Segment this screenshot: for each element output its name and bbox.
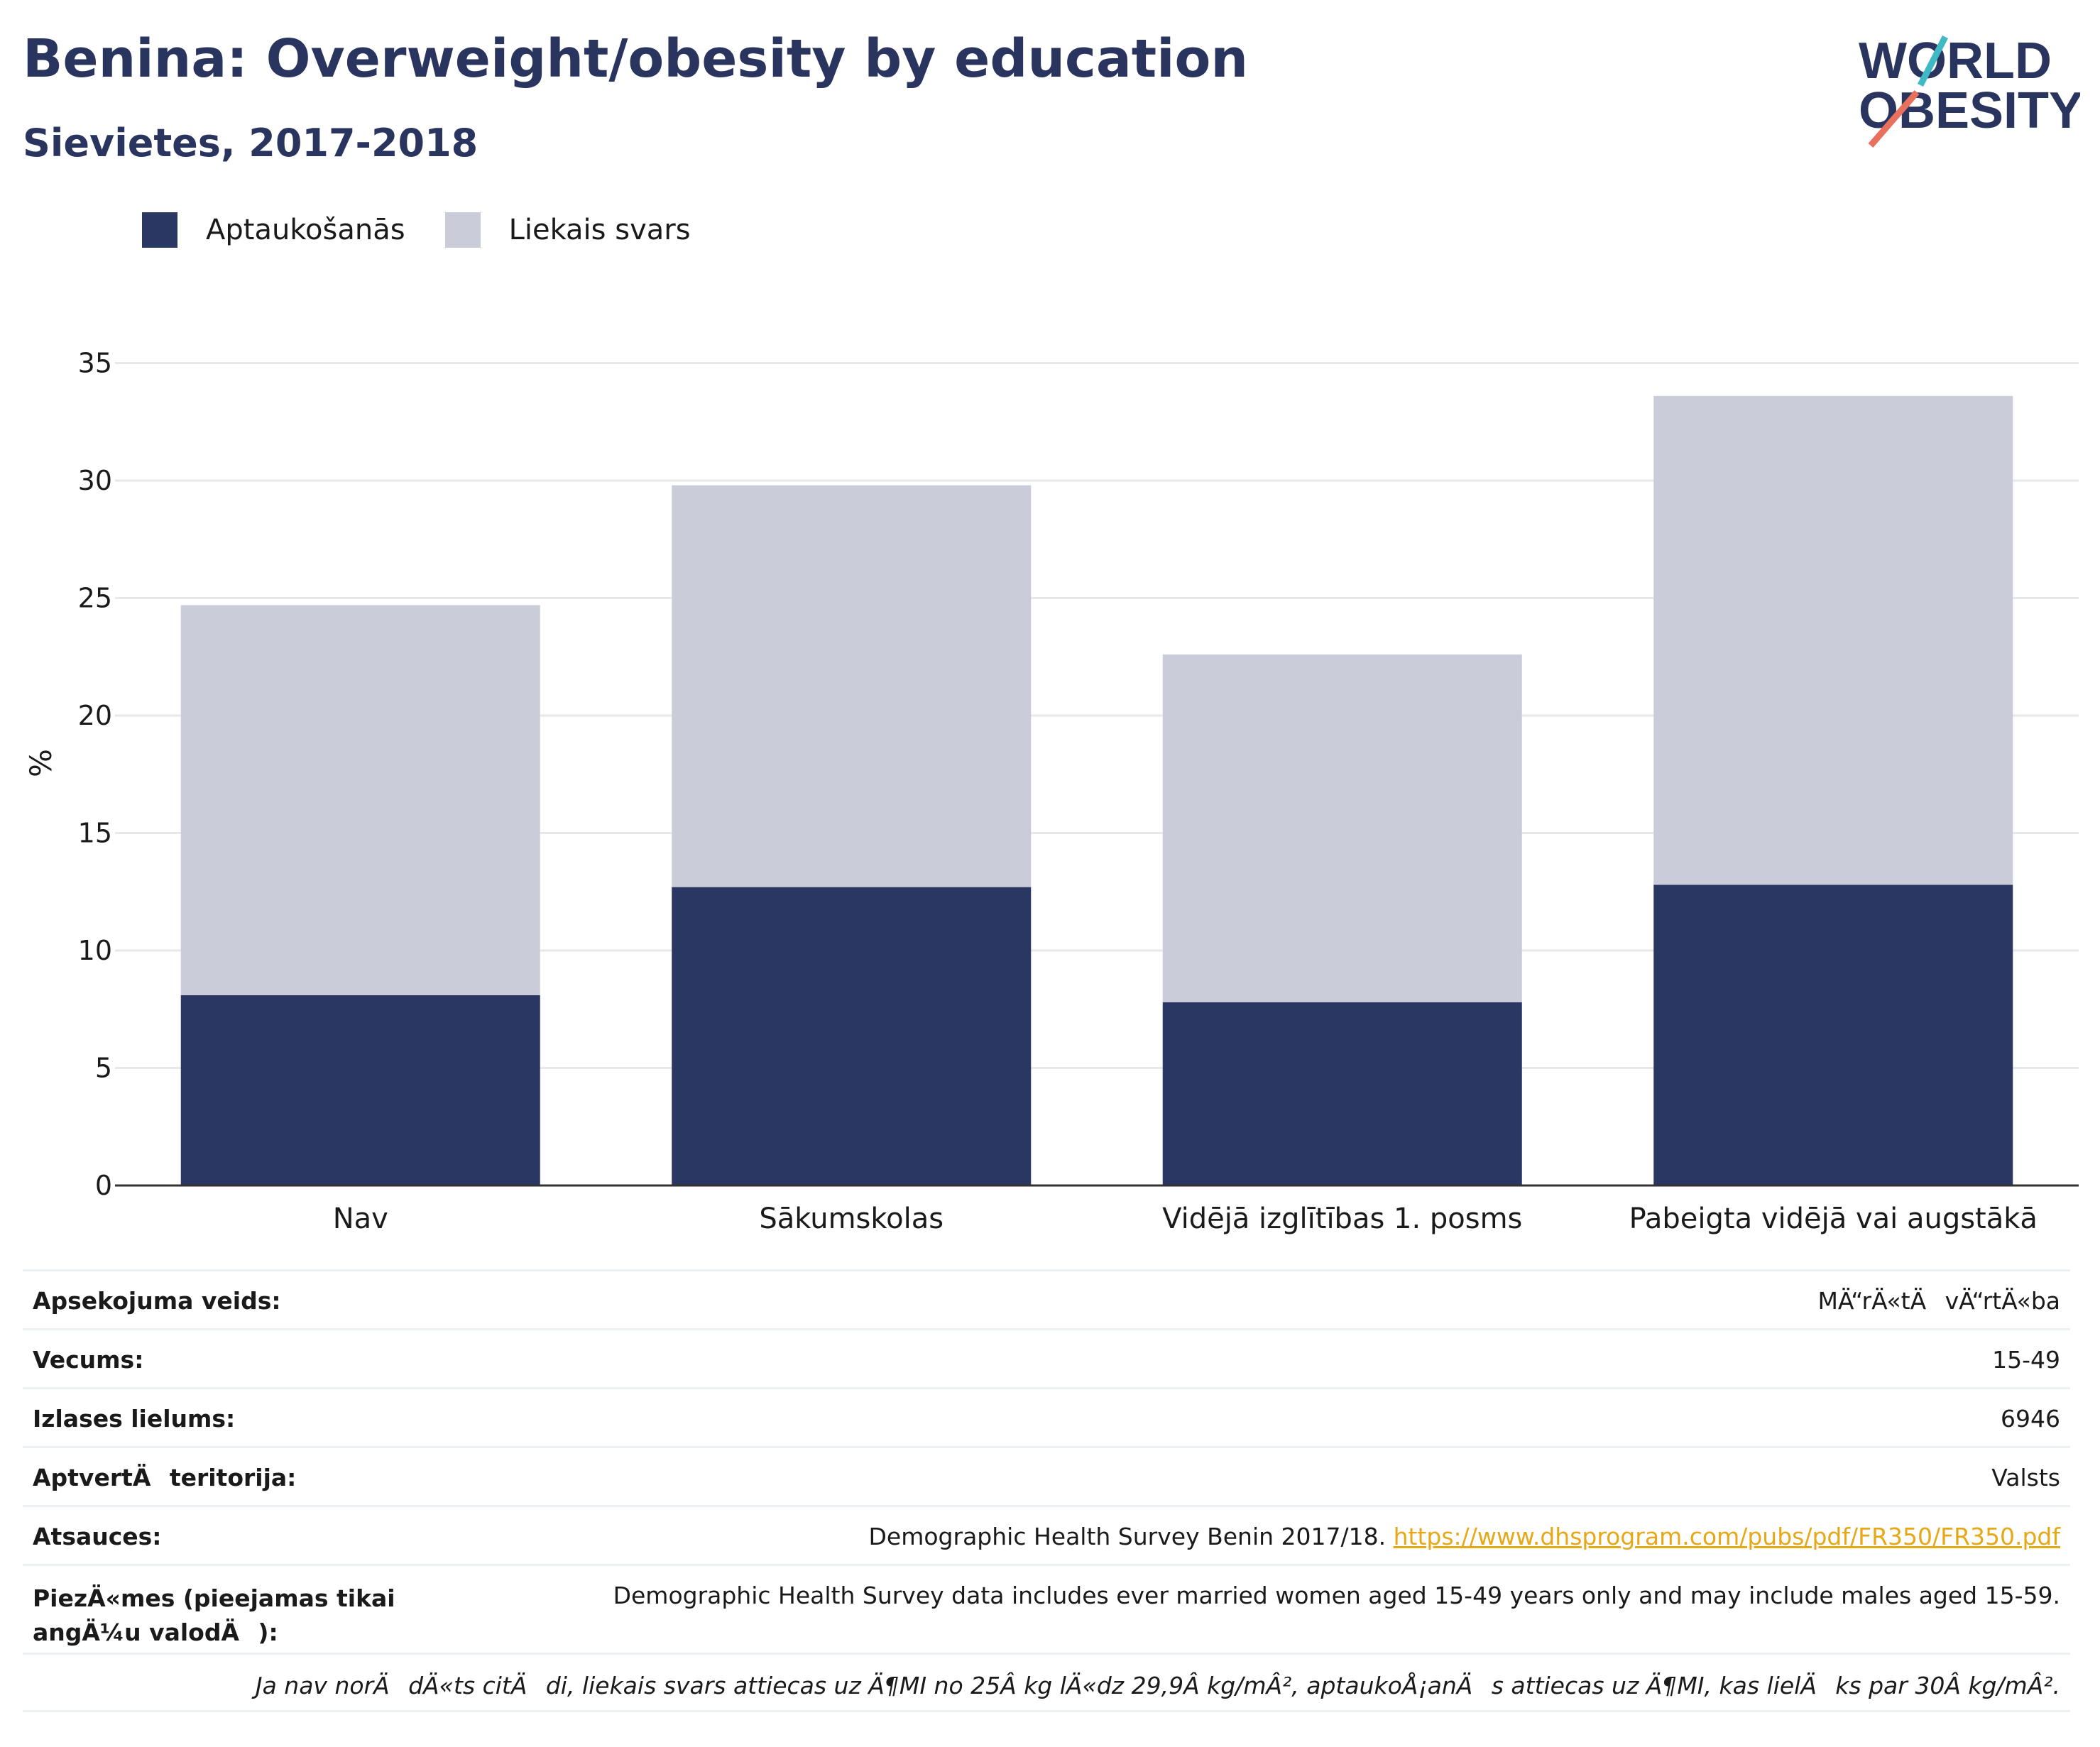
references-label: Atsauces:: [33, 1523, 162, 1550]
logo-slash-coral: [1868, 90, 1920, 148]
bar-obesity: [672, 887, 1032, 1185]
legend-swatch-overweight: [444, 212, 481, 248]
y-tick-label: 5: [95, 1053, 112, 1084]
bar-overweight: [180, 605, 540, 995]
references-link[interactable]: https://www.dhsprogram.com/pubs/pdf/FR35…: [1393, 1523, 2060, 1550]
chart-legend: Aptaukošanās Liekais svars: [142, 210, 731, 250]
legend-item-obesity[interactable]: Aptaukošanās: [142, 212, 405, 248]
stacked-bar-chart: 0 5 10 15 20 25 30 35% Nav Sākumskolas Vidējā izgl…: [23, 348, 2079, 1235]
sample-size-value: 6946: [2001, 1405, 2060, 1433]
info-row-references: Atsauces: Demographic Health Survey Beni…: [23, 1505, 2070, 1564]
x-tick-label: Nav: [333, 1203, 388, 1235]
logo-text-obesity: OBESITY: [1859, 82, 2080, 139]
world-obesity-logo: WORLD OBESITY: [1859, 33, 2080, 148]
info-row-notes: PiezÄ«mes (pieejamas tikai angÄ¼u valodÄ…: [23, 1564, 2070, 1653]
references-text: Demographic Health Survey Benin 2017/18.: [868, 1523, 1387, 1550]
info-row-survey-type: Apsekojuma veids: MÄ“rÄ«tÄvÄ“rtÄ«ba: [23, 1269, 2070, 1328]
coverage-label: AptvertÄteritorija:: [33, 1464, 297, 1491]
bar-obesity: [1653, 885, 2013, 1185]
y-tick-label: 15: [78, 818, 112, 849]
chart-subtitle: Sievietes, 2017-2018: [23, 121, 478, 165]
survey-type-label: Apsekojuma veids:: [33, 1287, 281, 1315]
chart-title: Benina: Overweight/obesity by education: [23, 28, 1249, 89]
survey-info-table: Apsekojuma veids: MÄ“rÄ«tÄvÄ“rtÄ«ba Vec…: [23, 1269, 2070, 1712]
bar-obesity: [180, 995, 540, 1185]
bar-obesity: [1162, 1002, 1522, 1185]
survey-type-value: MÄ“rÄ«tÄvÄ“rtÄ«ba: [1817, 1287, 2060, 1315]
legend-swatch-obesity: [142, 212, 177, 248]
logo-slash-teal: [1917, 35, 1949, 87]
coverage-value: Valsts: [1991, 1464, 2060, 1491]
bar-overweight: [672, 485, 1032, 887]
notes-label: PiezÄ«mes (pieejamas tikai angÄ¼u valodÄ…: [33, 1584, 395, 1646]
y-tick-label: 35: [78, 348, 112, 379]
y-axis-label: %: [23, 749, 58, 777]
info-row-coverage: AptvertÄteritorija: Valsts: [23, 1446, 2070, 1505]
notes-value: Demographic Health Survey data includes …: [613, 1582, 2060, 1609]
legend-item-overweight[interactable]: Liekais svars: [444, 212, 691, 248]
x-tick-label: Pabeigta vidējā vai augstākā: [1629, 1203, 2038, 1235]
y-tick-label: 30: [78, 465, 112, 496]
x-tick-label: Vidējā izglītības 1. posms: [1162, 1203, 1522, 1235]
y-tick-label: 20: [78, 700, 112, 731]
info-row-sample: Izlases lielums: 6946: [23, 1387, 2070, 1446]
legend-label-overweight: Liekais svars: [508, 214, 691, 246]
legend-label-obesity: Aptaukošanās: [206, 214, 405, 246]
y-tick-label: 10: [78, 935, 112, 966]
y-tick-label: 25: [78, 583, 112, 614]
age-value: 15-49: [1992, 1346, 2060, 1374]
info-row-age: Vecums: 15-49: [23, 1328, 2070, 1387]
y-tick-label: 0: [95, 1170, 112, 1201]
x-tick-label: Sākumskolas: [759, 1203, 944, 1235]
definition-footnote: Ja nav norÄdÄ«ts citÄdi, liekais svars…: [23, 1653, 2070, 1712]
logo-text-world: WORLD: [1859, 33, 2052, 89]
bar-overweight: [1162, 654, 1522, 1002]
age-label: Vecums:: [33, 1346, 144, 1374]
references-value: Demographic Health Survey Benin 2017/18.…: [869, 1523, 2061, 1550]
bar-overweight: [1653, 395, 2013, 885]
sample-size-label: Izlases lielums:: [33, 1405, 236, 1433]
